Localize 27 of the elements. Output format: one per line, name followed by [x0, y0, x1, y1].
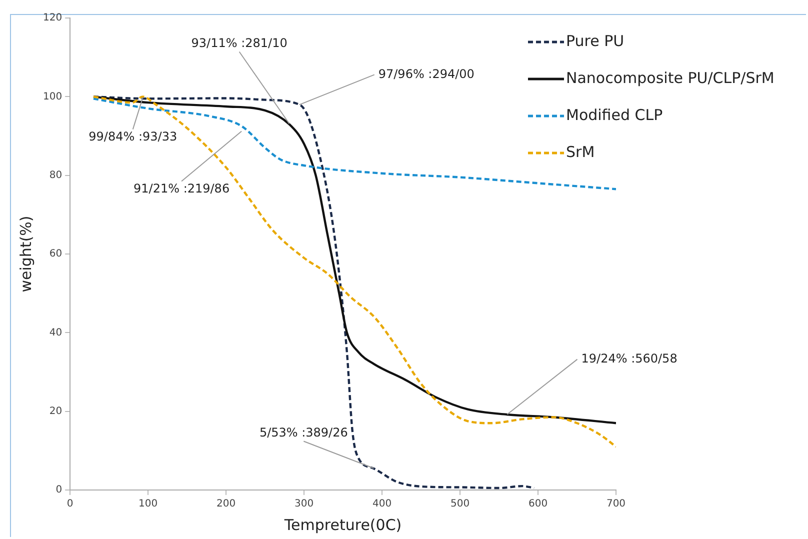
legend-label: Nanocomposite PU/CLP/SrM [566, 68, 774, 87]
x-tick-label: 400 [372, 498, 392, 510]
annotation: 93/11% :281/10 [191, 36, 288, 50]
legend-label: Modified CLP [566, 106, 663, 124]
x-axis-title: Tempreture(0C) [283, 516, 402, 534]
y-tick-label: 40 [49, 327, 62, 338]
x-tick-label: 300 [294, 498, 314, 510]
annotation: 5/53% :389/26 [259, 425, 348, 440]
x-tick-label: 0 [66, 498, 74, 510]
x-tick-label: 200 [216, 498, 236, 510]
y-tick-label: 0 [56, 484, 62, 496]
y-tick-label: 100 [42, 91, 62, 102]
annotation: 91/21% :219/86 [134, 181, 230, 196]
x-tick-label: 100 [138, 498, 158, 510]
y-tick-label: 80 [49, 170, 62, 181]
x-tick-label: 500 [450, 498, 470, 510]
y-tick-label: 20 [49, 406, 62, 417]
annotation: 19/24% :560/58 [581, 351, 678, 366]
y-tick-label: 120 [42, 12, 62, 24]
y-tick-label: 60 [49, 248, 62, 260]
y-axis-title: weight(%) [16, 216, 35, 292]
annotation: 97/96% :294/00 [378, 66, 474, 81]
legend-label: Pure PU [566, 32, 624, 50]
x-tick-label: 600 [528, 498, 548, 510]
legend-label: SrM [566, 142, 595, 161]
x-tick-label: 700 [606, 498, 626, 510]
annotation: 99/84% :93/33 [88, 129, 178, 144]
